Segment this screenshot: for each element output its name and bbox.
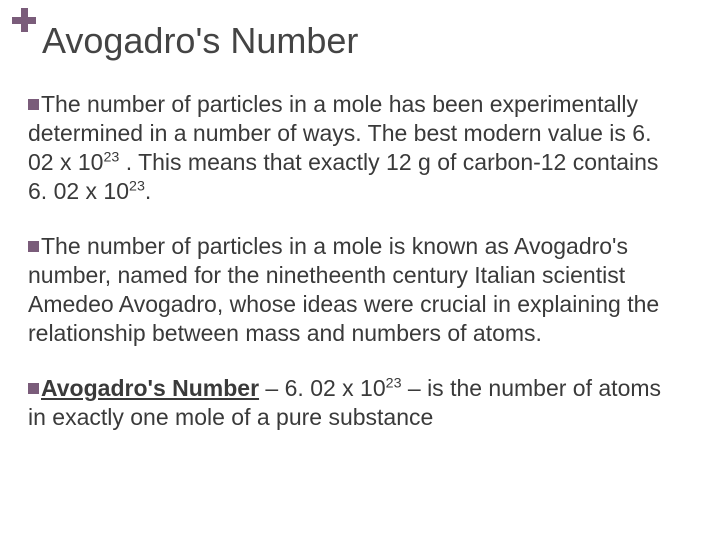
bullet-2: The number of particles in a mole is kno… [28, 232, 680, 348]
bullet-2-lead: The [41, 233, 81, 259]
bullet-3-text-a: – 6. 02 x 10 [259, 375, 386, 401]
plus-icon [12, 8, 36, 32]
square-bullet-icon [28, 383, 39, 394]
slide-body: The number of particles in a mole has be… [28, 90, 680, 458]
bullet-2-text: number of particles in a mole is known a… [28, 233, 659, 346]
bullet-1-sup2: 23 [129, 178, 145, 194]
bullet-1-tail: . [145, 178, 151, 204]
bullet-1: The number of particles in a mole has be… [28, 90, 680, 206]
bullet-3: Avogadro's Number – 6. 02 x 1023 – is th… [28, 374, 680, 432]
bullet-1-sup1: 23 [103, 149, 119, 165]
bullet-3-sup1: 23 [386, 375, 402, 391]
bullet-1-lead: The [41, 91, 81, 117]
bullet-1-text-b: . This means that exactly 12 g of carbon… [28, 149, 658, 204]
slide-title: Avogadro's Number [42, 20, 358, 62]
square-bullet-icon [28, 241, 39, 252]
bullet-3-term: Avogadro's Number [41, 375, 259, 401]
square-bullet-icon [28, 99, 39, 110]
